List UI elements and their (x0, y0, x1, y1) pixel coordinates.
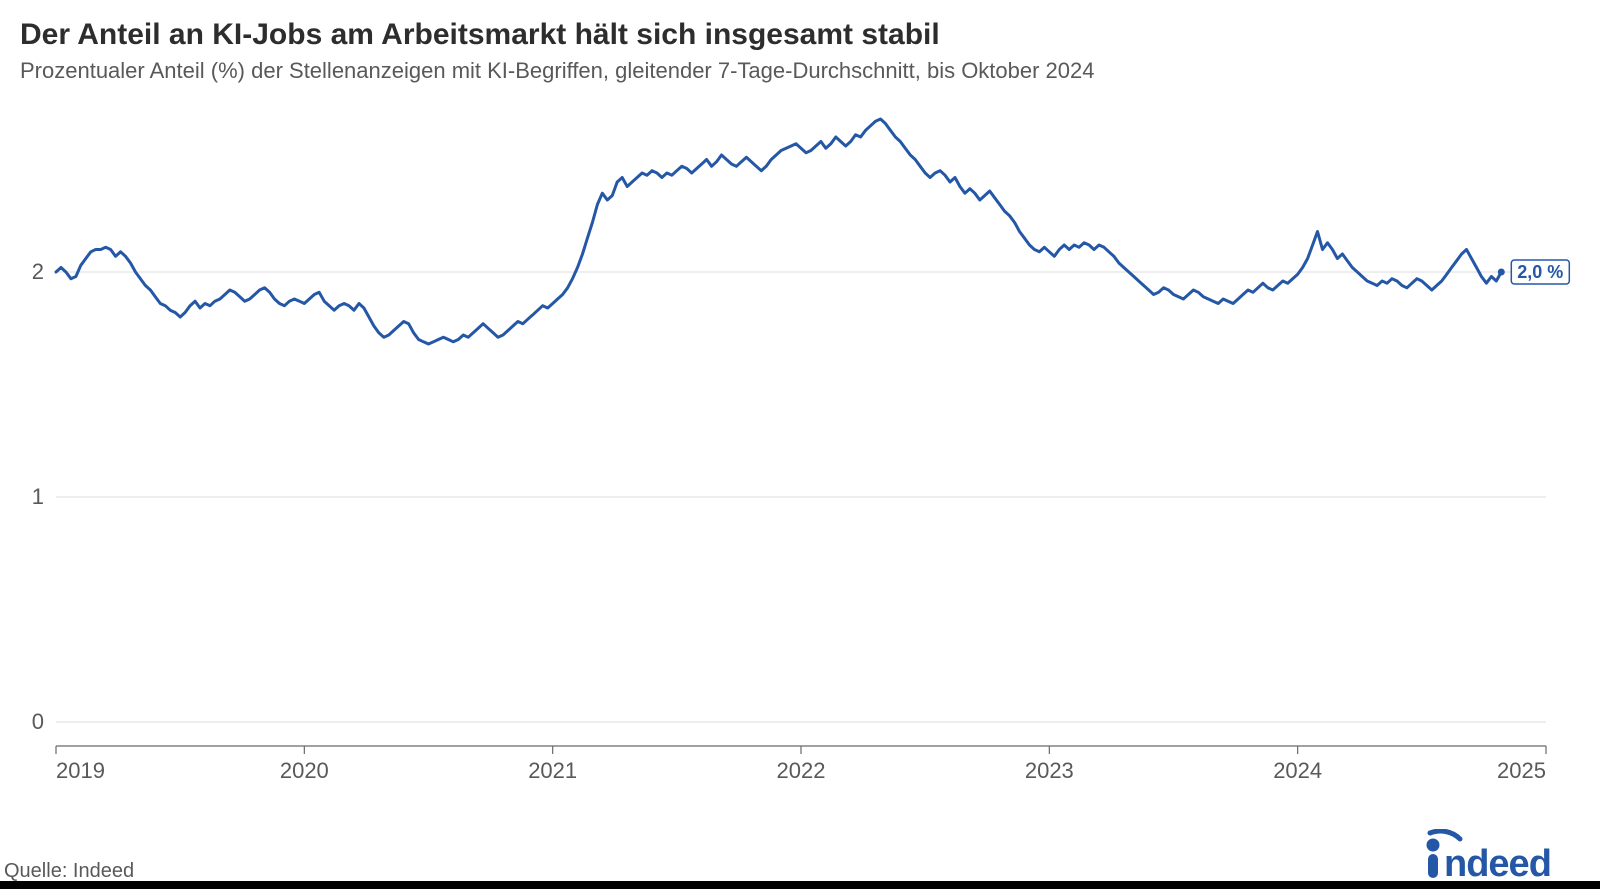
source-label: Quelle: Indeed (4, 860, 134, 883)
y-tick-label: 2 (32, 259, 44, 284)
x-tick-label: 2022 (777, 758, 826, 782)
x-tick-label: 2023 (1025, 758, 1074, 782)
chart-title: Der Anteil an KI-Jobs am Arbeitsmarkt hä… (20, 18, 1580, 52)
x-tick-label: 2024 (1273, 758, 1322, 782)
x-tick-label: 2025 (1497, 758, 1546, 782)
x-tick-label: 2021 (528, 758, 577, 782)
end-point-marker (1498, 269, 1505, 276)
x-tick-label: 2020 (280, 758, 329, 782)
series-line (56, 119, 1501, 344)
bottom-bar (0, 881, 1600, 889)
indeed-logo: ndeed (1410, 829, 1580, 883)
y-tick-label: 1 (32, 484, 44, 509)
svg-text:ndeed: ndeed (1444, 843, 1551, 881)
chart-subtitle: Prozentualer Anteil (%) der Stellenanzei… (20, 58, 1580, 84)
end-label-text: 2,0 % (1517, 262, 1563, 282)
line-chart-svg: 0 1 2 2019 2020 2021 2022 2023 2024 2025 2,0 % (20, 92, 1580, 782)
y-tick-label: 0 (32, 709, 44, 734)
x-tick-label: 2019 (56, 758, 105, 782)
chart-area: 0 1 2 2019 2020 2021 2022 2023 2024 2025 2,0 % (20, 92, 1580, 787)
